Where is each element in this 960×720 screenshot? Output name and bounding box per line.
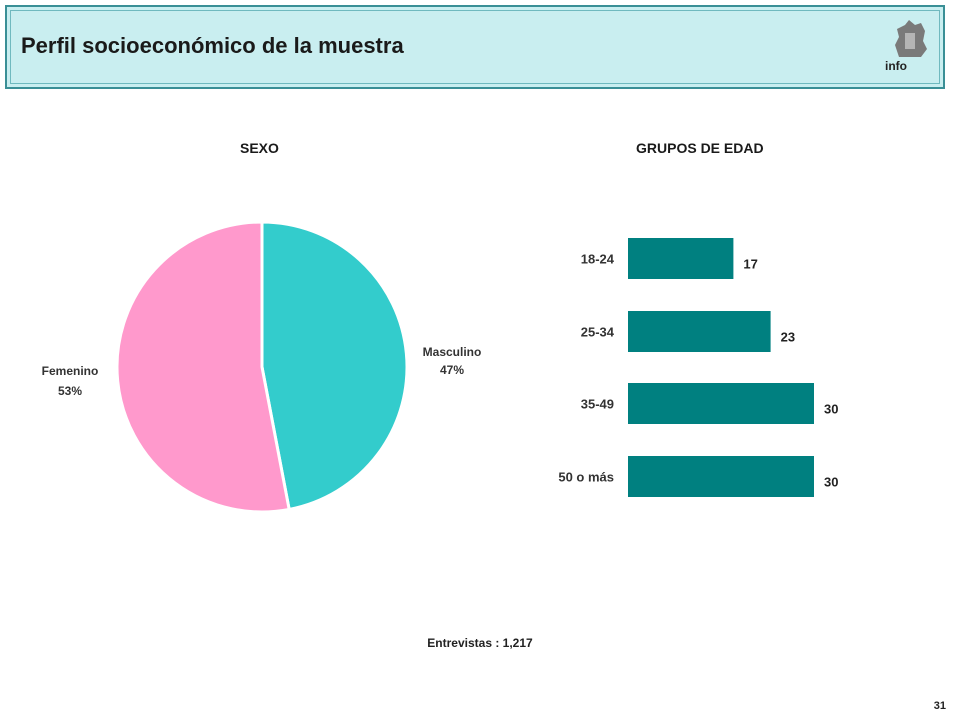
bar-category-label: 25-34 [581, 325, 615, 340]
logo-text: info [885, 59, 907, 73]
bar-value-label: 23 [781, 330, 795, 345]
pie-label-masculino: Masculino [423, 345, 482, 359]
bar-18-24 [628, 238, 734, 279]
pie-label-femenino: Femenino [42, 364, 99, 378]
page-title: Perfil socioeconómico de la muestra [21, 33, 404, 58]
bar-category-label: 50 o más [558, 470, 614, 485]
pie-slice-masculino [260, 220, 409, 512]
bar-35-49 [628, 383, 814, 424]
bar-category-label: 18-24 [581, 252, 615, 267]
interviews-note: Entrevistas : 1,217 [427, 636, 533, 650]
page-number: 31 [933, 700, 946, 712]
bar-chart-title: GRUPOS DE EDAD [636, 140, 764, 156]
map-logo-icon [895, 20, 927, 57]
pie-value-femenino: 53% [58, 384, 82, 398]
header-inner-border [10, 10, 940, 84]
bar-value-label: 17 [743, 257, 757, 272]
bar-category-label: 35-49 [581, 397, 614, 412]
bar-value-label: 30 [824, 402, 838, 417]
header-banner: Perfil socioeconómico de la muestra info [5, 5, 945, 89]
bar-25-34 [628, 311, 771, 352]
bar-value-label: 30 [824, 475, 838, 490]
pie-value-masculino: 47% [440, 363, 464, 377]
info-logo: info [885, 19, 933, 83]
bar-50-o-más [628, 456, 814, 497]
pie-slice-femenino [115, 220, 291, 514]
pie-chart-title: SEXO [240, 140, 279, 156]
